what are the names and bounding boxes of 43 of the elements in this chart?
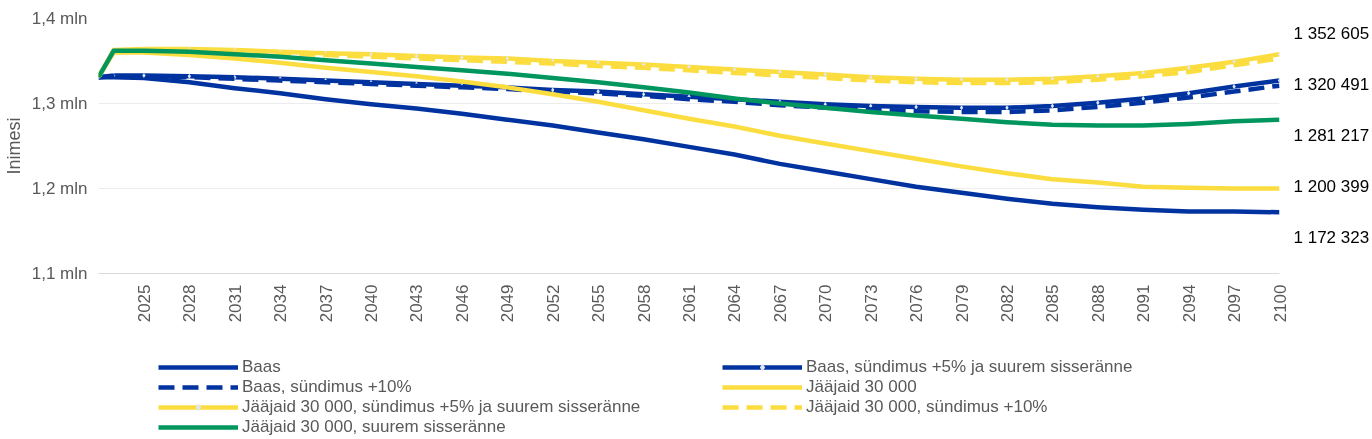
legend-label: Jääjaid 30 000, sündimus +5% ja suurem sisseränne bbox=[242, 397, 642, 417]
y-axis-title: Inimesi bbox=[3, 117, 24, 175]
legend-label: Baas, sündimus +10% bbox=[242, 377, 413, 397]
x-tick-label: 2091 bbox=[1134, 284, 1154, 323]
x-tick-label: 2061 bbox=[680, 284, 699, 323]
x-tick-label: 2037 bbox=[316, 284, 336, 323]
x-tick-label: 2055 bbox=[589, 284, 609, 323]
x-tick-label: 2043 bbox=[407, 284, 427, 323]
x-tick-label: 2094 bbox=[1179, 284, 1199, 323]
x-tick-label: 2067 bbox=[770, 284, 790, 323]
x-tick-label: 2085 bbox=[1043, 284, 1063, 323]
legend-label: Baas, sündimus +5% ja suurem sisseränne bbox=[806, 357, 1134, 377]
y-tick-label: 1,2 mln bbox=[31, 179, 88, 198]
text: 1 281 217 bbox=[1293, 126, 1370, 146]
x-tick-label: 2073 bbox=[861, 284, 881, 323]
x-tick-label: 2082 bbox=[997, 284, 1017, 323]
x-tick-label: 2028 bbox=[180, 284, 200, 323]
legend-label: Baas bbox=[242, 357, 282, 377]
legend-label: Jääjaid 30 000, suurem sisseränne bbox=[242, 417, 507, 437]
text: 1 320 491 bbox=[1293, 75, 1370, 95]
x-tick-label: 2040 bbox=[362, 284, 382, 323]
y-tick-label: 1,1 mln bbox=[31, 264, 88, 283]
text: 1 352 605 bbox=[1293, 24, 1370, 44]
legend-label: Jääjaid 30 000, sündimus +10% bbox=[806, 397, 1049, 417]
x-tick-label: 2076 bbox=[907, 284, 927, 323]
x-tick-label: 2049 bbox=[498, 284, 518, 323]
x-tick-label: 2046 bbox=[452, 284, 472, 323]
x-tick-label: 2025 bbox=[134, 284, 154, 323]
x-tick-label: 2070 bbox=[816, 284, 836, 323]
text: 1 200 399 bbox=[1293, 177, 1370, 197]
y-tick-label: 1,4 mln bbox=[31, 9, 88, 28]
text: 1 172 323 bbox=[1293, 228, 1370, 248]
legend-label: Jääjaid 30 000 bbox=[806, 377, 918, 397]
x-tick-label: 2031 bbox=[225, 284, 245, 323]
x-tick-label: 2097 bbox=[1225, 284, 1245, 323]
y-tick-label: 1,3 mln bbox=[31, 94, 88, 113]
x-tick-label: 2088 bbox=[1088, 284, 1108, 323]
x-tick-label: 2100 bbox=[1270, 284, 1290, 323]
x-tick-label: 2064 bbox=[725, 284, 745, 323]
x-tick-label: 2034 bbox=[271, 284, 291, 323]
x-tick-label: 2079 bbox=[952, 284, 972, 323]
x-tick-label: 2052 bbox=[543, 284, 563, 323]
x-tick-label: 2058 bbox=[634, 284, 654, 323]
